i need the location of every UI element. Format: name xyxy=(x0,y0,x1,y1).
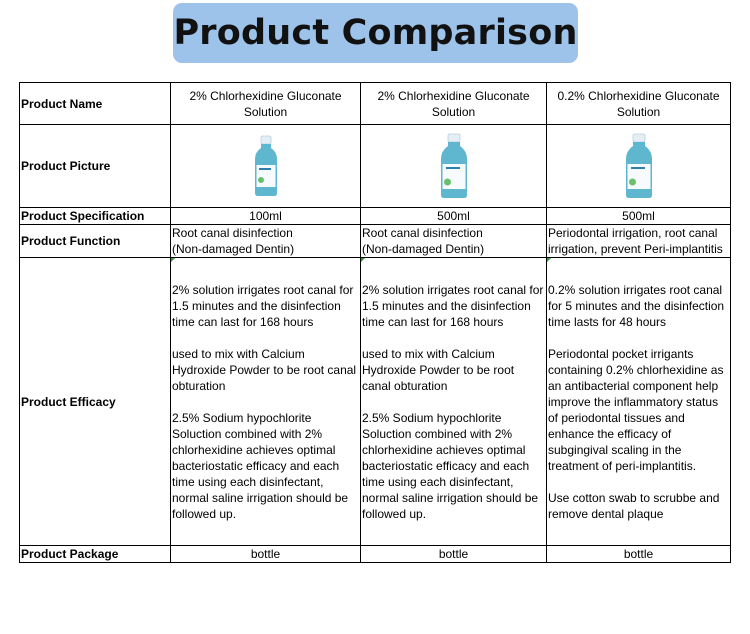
product-spec: 500ml xyxy=(360,207,547,225)
product-spec: 100ml xyxy=(170,207,361,225)
function-line: Root canal disinfection xyxy=(172,226,293,240)
row-product-picture: Product Picture xyxy=(19,124,731,208)
product-function: Root canal disinfection (Non-damaged Den… xyxy=(170,224,361,258)
large-bottle-icon xyxy=(440,133,467,198)
product-name: 2% Chlorhexidine Gluconate Solution xyxy=(170,82,361,125)
efficacy-paragraph: Periodontal pocket irrigants containing … xyxy=(548,346,724,473)
efficacy-paragraph: 2% solution irrigates root canal for 1.5… xyxy=(362,282,544,329)
product-package: bottle xyxy=(170,545,361,563)
efficacy-paragraph: used to mix with Calcium Hydroxide Powde… xyxy=(172,346,357,393)
label-product-efficacy: Product Efficacy xyxy=(19,257,171,546)
efficacy-paragraph: 2% solution irrigates root canal for 1.5… xyxy=(172,282,354,329)
picture-cell xyxy=(170,124,361,208)
large-bottle-icon xyxy=(625,133,652,198)
product-package: bottle xyxy=(546,545,731,563)
label-product-package: Product Package xyxy=(19,545,171,563)
page-title: Product Comparison xyxy=(173,13,578,53)
title-banner: Product Comparison xyxy=(173,3,578,63)
row-product-name: Product Name 2% Chlorhexidine Gluconate … xyxy=(19,82,731,125)
product-function: Periodontal irrigation, root canal irrig… xyxy=(546,224,731,258)
cell-comment-marker xyxy=(547,258,551,262)
product-package: bottle xyxy=(360,545,547,563)
function-line: Root canal disinfection xyxy=(362,226,483,240)
picture-cell xyxy=(360,124,547,208)
row-product-spec: Product Specification 100ml 500ml 500ml xyxy=(19,207,731,225)
row-product-efficacy: Product Efficacy 2% solution irrigates r… xyxy=(19,257,731,546)
cell-comment-marker xyxy=(171,258,175,262)
label-product-picture: Product Picture xyxy=(19,124,171,208)
small-bottle-icon xyxy=(254,135,277,196)
function-line: Periodontal irrigation, root canal xyxy=(548,226,718,240)
row-product-function: Product Function Root canal disinfection… xyxy=(19,224,731,258)
product-name: 2% Chlorhexidine Gluconate Solution xyxy=(360,82,547,125)
efficacy-paragraph: 0.2% solution irrigates root canal for 5… xyxy=(548,282,725,329)
product-function: Root canal disinfection (Non-damaged Den… xyxy=(360,224,547,258)
row-product-package: Product Package bottle bottle bottle xyxy=(19,545,731,563)
product-name: 0.2% Chlorhexidine Gluconate Solution xyxy=(546,82,731,125)
label-product-spec: Product Specification xyxy=(19,207,171,225)
efficacy-paragraph: used to mix with Calcium Hydroxide Powde… xyxy=(362,346,515,393)
efficacy-paragraph: 2.5% Sodium hypochlorite Soluction combi… xyxy=(172,410,349,521)
label-product-name: Product Name xyxy=(19,82,171,125)
picture-cell xyxy=(546,124,731,208)
function-line: irrigation, prevent Peri-implantitis xyxy=(548,242,723,256)
product-efficacy: 0.2% solution irrigates root canal for 5… xyxy=(546,257,731,546)
product-efficacy: 2% solution irrigates root canal for 1.5… xyxy=(170,257,361,546)
product-efficacy: 2% solution irrigates root canal for 1.5… xyxy=(360,257,547,546)
comparison-table: Product Name 2% Chlorhexidine Gluconate … xyxy=(19,82,731,563)
function-line: (Non-damaged Dentin) xyxy=(172,242,295,256)
cell-comment-marker xyxy=(361,258,365,262)
label-product-function: Product Function xyxy=(19,224,171,258)
efficacy-paragraph: 2.5% Sodium hypochlorite Soluction combi… xyxy=(362,410,539,521)
product-spec: 500ml xyxy=(546,207,731,225)
function-line: (Non-damaged Dentin) xyxy=(362,242,485,256)
efficacy-paragraph: Use cotton swab to scrubbe and remove de… xyxy=(548,490,720,521)
